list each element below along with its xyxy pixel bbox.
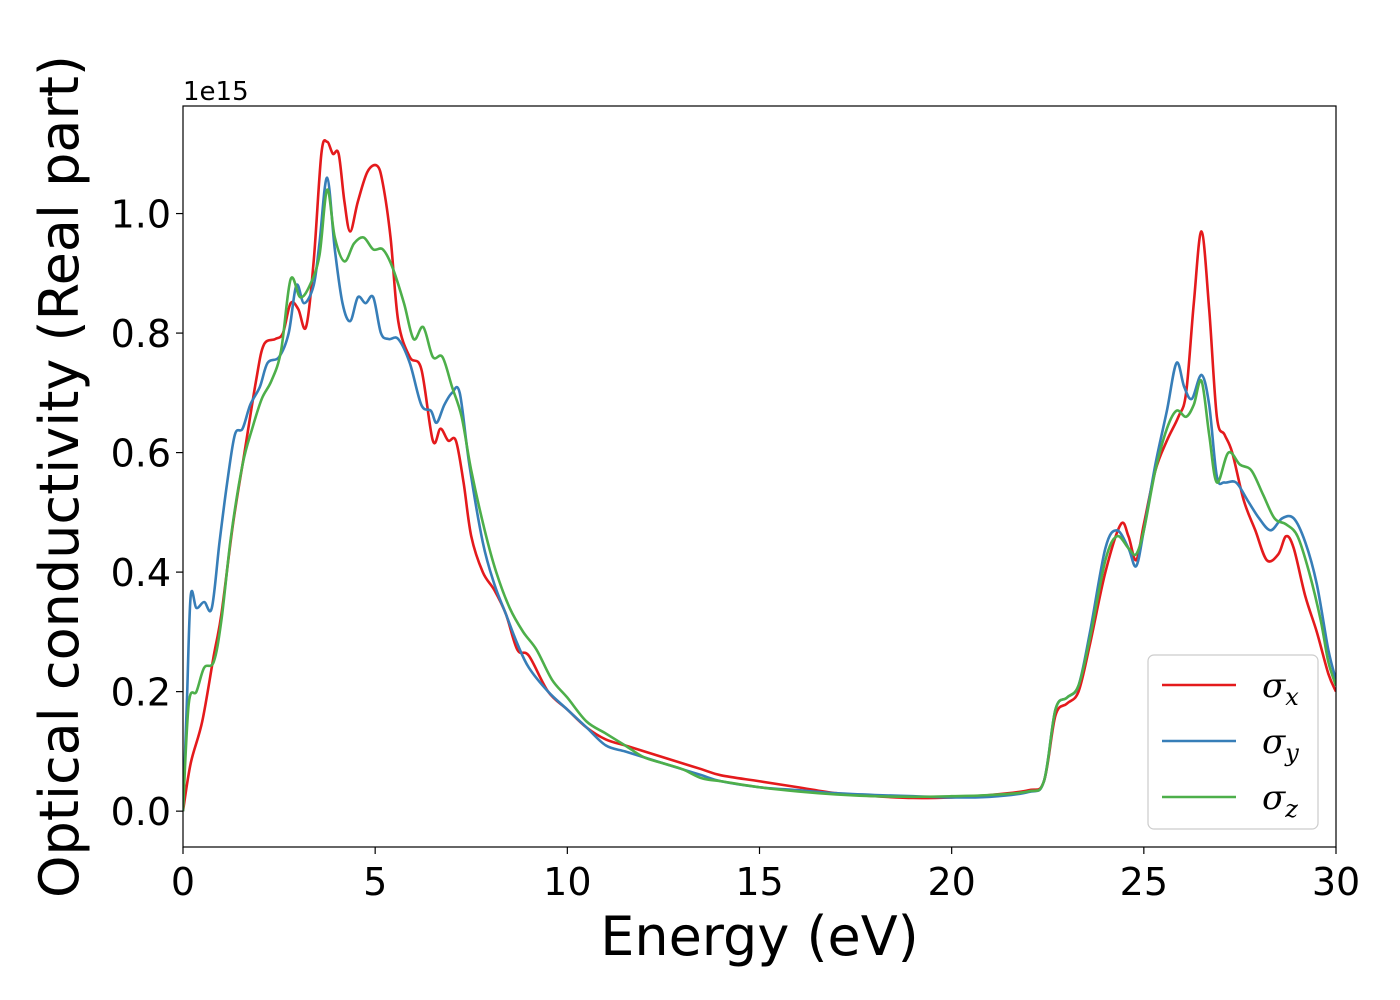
y-tick-label: 0.4 bbox=[111, 551, 171, 595]
x-tick-label: 20 bbox=[927, 860, 975, 904]
series-line-z bbox=[183, 188, 1336, 812]
x-tick-label: 15 bbox=[735, 860, 783, 904]
legend-label-y: σy bbox=[1262, 722, 1299, 767]
y-tick-label: 0.6 bbox=[111, 432, 171, 476]
legend-label-x: σx bbox=[1262, 666, 1299, 711]
legend: σx σy σz bbox=[1147, 654, 1319, 830]
y-tick-label: 0.0 bbox=[111, 790, 171, 834]
series-line-x bbox=[183, 139, 1336, 812]
y-axis-offset-label: 1e15 bbox=[183, 77, 249, 107]
series-line-y bbox=[183, 176, 1336, 812]
legend-label-z: σz bbox=[1262, 778, 1298, 823]
y-tick-label: 0.8 bbox=[111, 312, 171, 356]
x-tick-label: 10 bbox=[543, 860, 591, 904]
y-axis-ticks: 0.0 0.2 0.4 0.6 0.8 1.0 bbox=[111, 193, 183, 834]
x-tick-label: 30 bbox=[1312, 860, 1360, 904]
x-axis-title: Energy (eV) bbox=[600, 905, 919, 968]
series-lines bbox=[183, 139, 1336, 812]
y-tick-label: 1.0 bbox=[111, 193, 171, 237]
x-tick-label: 25 bbox=[1120, 860, 1168, 904]
y-axis-title: Optical conductivity (Real part) bbox=[28, 55, 91, 898]
x-tick-label: 5 bbox=[363, 860, 387, 904]
x-axis-ticks: 0 5 10 15 20 25 30 bbox=[171, 847, 1360, 904]
x-tick-label: 0 bbox=[171, 860, 195, 904]
y-tick-label: 0.2 bbox=[111, 671, 171, 715]
